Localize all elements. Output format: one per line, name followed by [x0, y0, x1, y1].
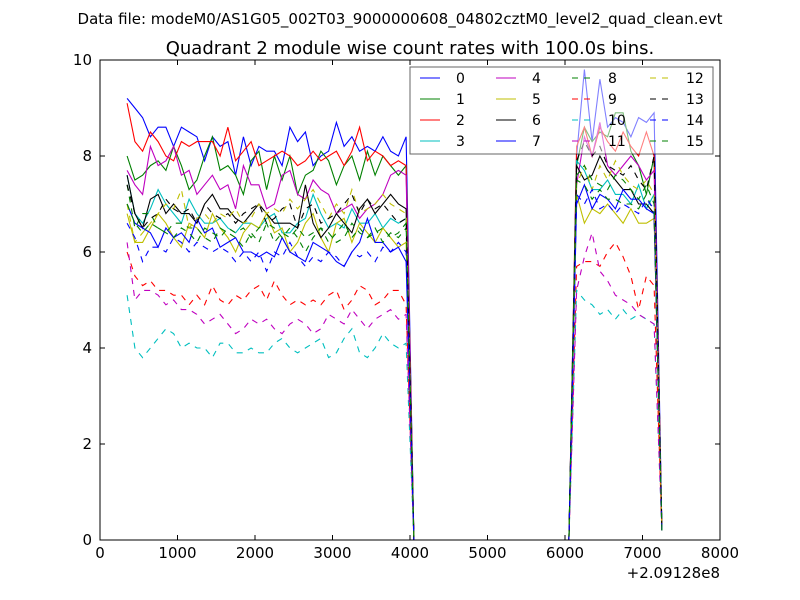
legend-label-3: 3	[456, 134, 465, 150]
series-layer	[126, 69, 663, 541]
legend-label-6: 6	[532, 113, 541, 129]
legend-label-13: 13	[686, 92, 704, 108]
series-line-11	[126, 230, 663, 541]
series-line-10	[126, 288, 663, 541]
legend-label-11: 11	[608, 134, 626, 150]
x-tick-label: 8000	[701, 544, 739, 562]
y-tick-label: 0	[82, 531, 92, 549]
y-tick-label: 2	[82, 435, 92, 453]
chart-title: Quadrant 2 module wise count rates with …	[166, 38, 655, 59]
y-tick-label: 6	[82, 243, 92, 261]
x-tick-label: 6000	[546, 544, 584, 562]
x-tick-label: 3000	[313, 544, 351, 562]
series-line-12	[126, 159, 663, 541]
series-line-13	[126, 140, 663, 541]
legend-label-15: 15	[686, 134, 704, 150]
x-tick-label: 0	[95, 544, 105, 562]
series-line-9	[126, 241, 663, 541]
x-tick-label: 7000	[623, 544, 661, 562]
y-tick-label: 10	[73, 51, 92, 69]
legend-label-10: 10	[608, 113, 626, 129]
legend-label-2: 2	[456, 113, 465, 129]
legend-label-9: 9	[608, 92, 617, 108]
series-line-14	[126, 188, 663, 541]
y-tick-label: 8	[82, 147, 92, 165]
legend-label-7: 7	[532, 134, 541, 150]
x-offset-label: +2.09128e8	[627, 564, 720, 582]
x-tick-label: 5000	[468, 544, 506, 562]
legend-label-12: 12	[686, 71, 704, 87]
x-tick-label: 2000	[236, 544, 274, 562]
legend-label-0: 0	[456, 71, 465, 87]
legend-frame	[409, 66, 714, 155]
figure-suptitle: Data file: modeM0/AS1G05_002T03_90000006…	[78, 10, 723, 29]
x-tick-label: 4000	[391, 544, 429, 562]
y-tick-label: 4	[82, 339, 92, 357]
legend-label-4: 4	[532, 71, 541, 87]
legend-label-8: 8	[608, 71, 617, 87]
legend-label-5: 5	[532, 92, 541, 108]
legend-label-1: 1	[456, 92, 465, 108]
legend-label-14: 14	[686, 113, 704, 129]
series-line-15	[126, 164, 663, 541]
x-tick-label: 1000	[158, 544, 196, 562]
